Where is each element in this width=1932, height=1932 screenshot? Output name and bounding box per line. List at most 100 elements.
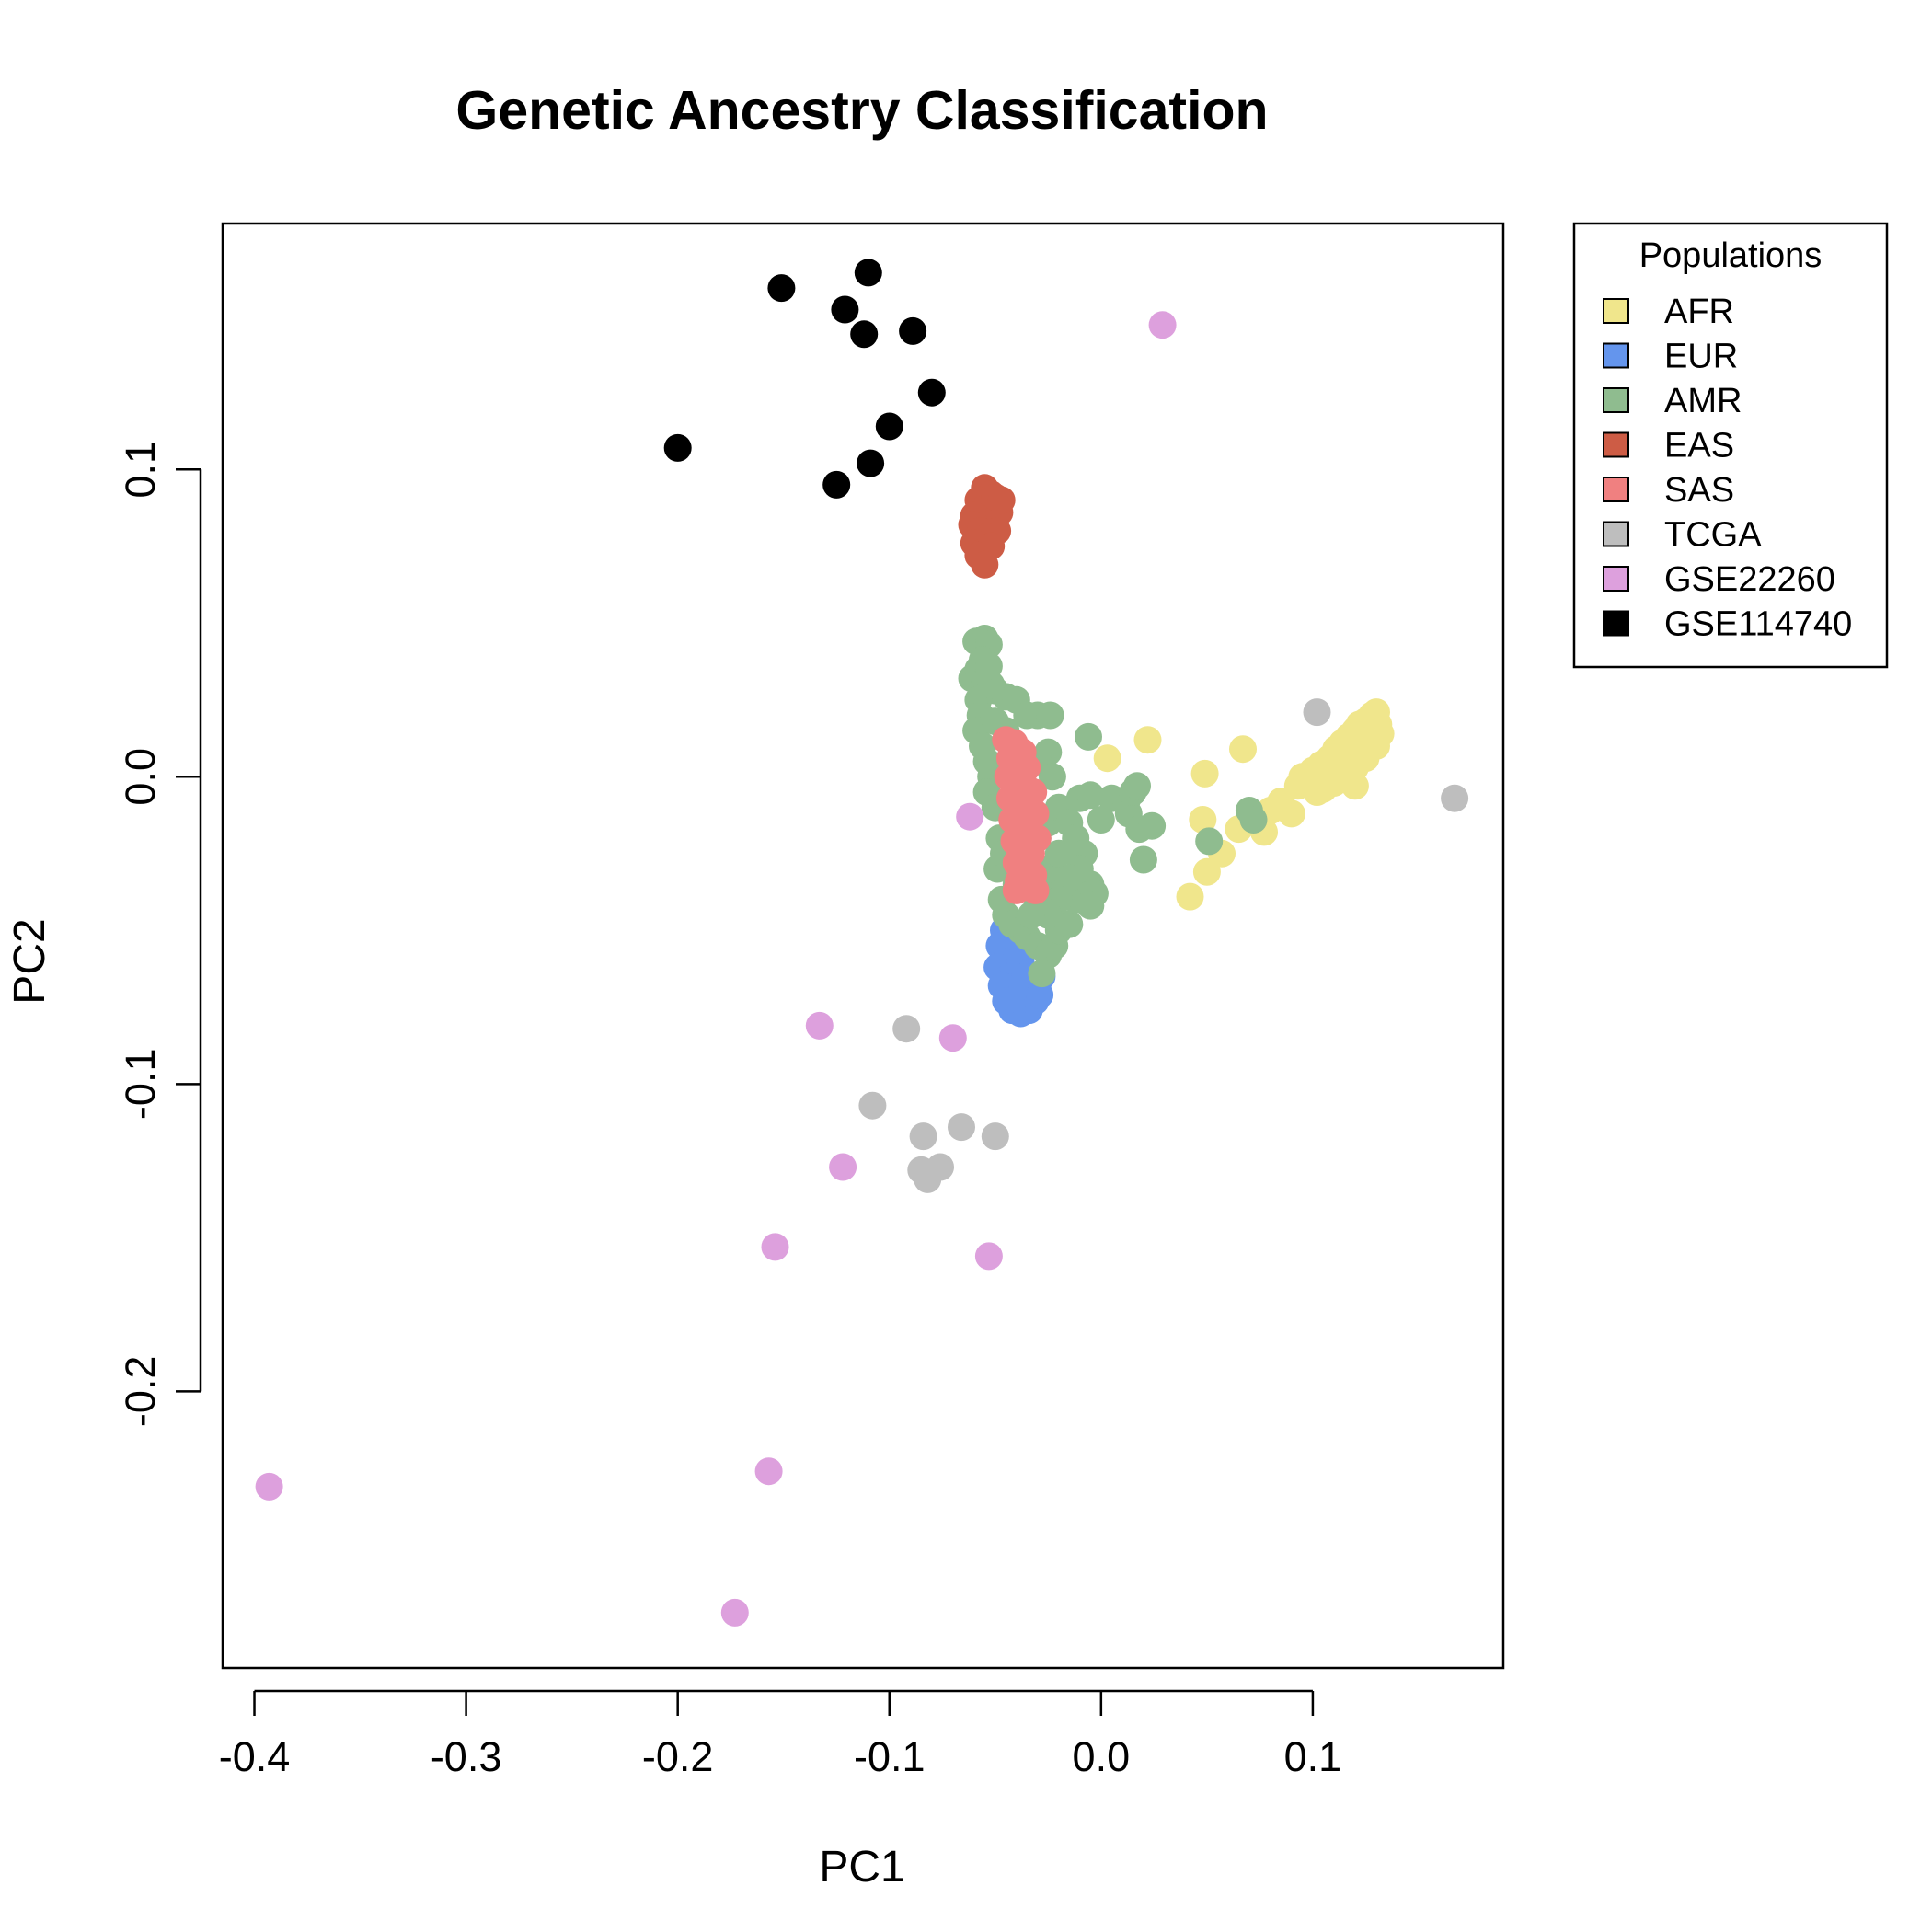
data-point [1192, 857, 1221, 886]
data-point [917, 378, 946, 407]
data-point [255, 1472, 283, 1501]
data-point [1036, 701, 1064, 730]
y-axis: -0.2 -0.1 0.0 0.1 [117, 441, 202, 1428]
data-point [1133, 726, 1162, 754]
plot-frame [221, 222, 1505, 1670]
data-point [1441, 784, 1469, 812]
series-afr [1093, 698, 1395, 911]
data-point [956, 802, 984, 831]
data-point [909, 1122, 937, 1151]
y-tick-label: 0.0 [117, 748, 164, 806]
data-point [981, 1122, 1009, 1151]
data-point [663, 433, 692, 462]
legend-item: GSE22260 [1603, 560, 1835, 599]
legend-label: EAS [1664, 427, 1734, 466]
data-point [1148, 311, 1177, 339]
data-point [1123, 772, 1151, 800]
data-point [1190, 759, 1219, 788]
data-point [1055, 864, 1084, 892]
x-tick-label: 0.1 [1284, 1733, 1342, 1780]
points-layer [255, 259, 1469, 1627]
series-gse114740 [663, 259, 946, 499]
data-point [1340, 772, 1369, 800]
data-point [1277, 799, 1305, 828]
legend-item: TCGA [1603, 516, 1762, 555]
data-point [1176, 882, 1204, 911]
y-axis-label: PC2 [6, 918, 54, 1004]
data-point [1229, 735, 1257, 764]
legend-swatch [1603, 298, 1629, 324]
legend-item: EUR [1603, 338, 1738, 376]
x-tick-label: -0.3 [431, 1733, 502, 1780]
x-axis: -0.4 -0.3 -0.2 -0.1 0.0 0.1 [219, 1689, 1342, 1780]
legend-swatch [1603, 431, 1629, 458]
data-point [1138, 811, 1167, 840]
data-point [1055, 910, 1084, 938]
data-point [1076, 781, 1105, 810]
data-point [850, 320, 879, 349]
series-tcga [858, 698, 1469, 1193]
data-point [1076, 891, 1105, 920]
legend-item: GSE114740 [1603, 605, 1852, 644]
data-point [1239, 806, 1268, 834]
legend-swatch [1603, 387, 1629, 413]
x-axis-label: PC1 [819, 1843, 904, 1892]
data-point [754, 1457, 783, 1486]
legend-title: Populations [1639, 236, 1823, 275]
data-point [1038, 763, 1066, 791]
y-tick-label: -0.1 [117, 1049, 164, 1121]
data-point [974, 652, 1003, 680]
legend-label: TCGA [1664, 516, 1762, 555]
legend-swatch [1603, 566, 1629, 592]
chart-title: Genetic Ancestry Classification [455, 80, 1268, 141]
data-point [805, 1011, 834, 1040]
data-point [720, 1598, 749, 1627]
series-eas [958, 474, 1016, 579]
x-tick-label: -0.1 [854, 1733, 926, 1780]
data-point [857, 449, 885, 477]
legend-item: AMR [1603, 382, 1742, 420]
data-point [1189, 806, 1217, 834]
series-gse22260 [255, 311, 1177, 1627]
legend-label: EUR [1664, 338, 1738, 376]
legend: Populations AFR EUR AMR EAS SAS TCGA GSE22260 G… [1572, 222, 1889, 669]
legend-label: GSE114740 [1664, 605, 1852, 644]
data-point [987, 486, 1016, 514]
data-point [829, 1153, 857, 1181]
legend-item: EAS [1603, 427, 1734, 466]
data-point [1021, 876, 1050, 904]
legend-label: GSE22260 [1664, 560, 1835, 599]
data-point [1303, 698, 1331, 727]
data-point [974, 1242, 1003, 1271]
data-point [858, 1091, 887, 1120]
data-point [831, 295, 859, 324]
legend-label: SAS [1664, 471, 1734, 510]
data-point [1087, 806, 1115, 834]
legend-swatch [1603, 610, 1629, 637]
y-tick-label: -0.2 [117, 1356, 164, 1428]
data-point [1002, 876, 1030, 904]
legend-label: AFR [1664, 293, 1734, 331]
legend-swatch [1603, 521, 1629, 547]
data-point [1093, 744, 1121, 773]
data-point [1129, 845, 1157, 874]
data-point [1195, 827, 1224, 856]
data-point [971, 550, 999, 579]
data-point [854, 259, 882, 287]
data-point [1028, 960, 1056, 988]
data-point [767, 274, 796, 303]
x-tick-label: -0.2 [642, 1733, 714, 1780]
data-point [914, 1165, 942, 1193]
y-tick-label: 0.1 [117, 441, 164, 499]
legend-swatch [1603, 342, 1629, 369]
data-point [1026, 981, 1054, 1009]
data-point [938, 1024, 967, 1052]
series-sas [992, 726, 1052, 904]
data-point [899, 316, 927, 345]
data-point [1298, 763, 1327, 791]
data-point [761, 1233, 789, 1261]
x-tick-label: 0.0 [1073, 1733, 1131, 1780]
legend-item: AFR [1603, 293, 1734, 331]
data-point [892, 1015, 921, 1043]
